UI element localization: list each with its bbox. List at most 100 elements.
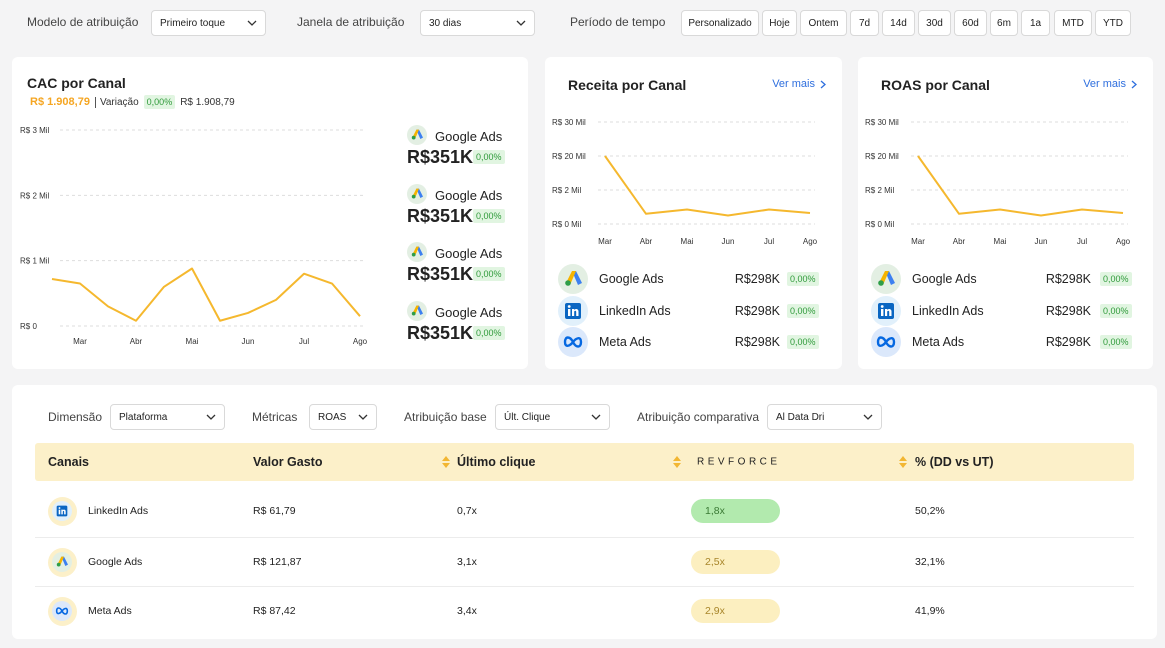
icon-glyph: [52, 501, 72, 521]
x-tick-label: Jul: [299, 337, 309, 346]
select-value: Plataforma: [119, 411, 168, 423]
x-tick-label: Abr: [640, 237, 653, 246]
icon-part: [411, 253, 416, 257]
channel-change: 0,00%: [473, 150, 505, 164]
column-header[interactable]: Último clique: [457, 455, 536, 469]
line-series: [917, 155, 1124, 217]
sort-up: [673, 456, 681, 461]
chevron-path: [863, 414, 873, 420]
channel-value: R$298K: [734, 335, 780, 349]
filter-label: Métricas: [252, 410, 298, 424]
channel-name: Google Ads: [435, 246, 503, 262]
select[interactable]: ROAS: [309, 404, 377, 430]
chevron-path: [591, 414, 601, 420]
chevron: [863, 414, 873, 420]
sort-down: [673, 463, 681, 468]
time-period-button[interactable]: YTD: [1095, 10, 1131, 36]
time-period-button[interactable]: Ontem: [800, 10, 847, 36]
cell: 41,9%: [915, 605, 945, 617]
channel-name: Meta Ads: [88, 605, 132, 617]
channel-change: 0,00%: [787, 335, 819, 349]
select[interactable]: Primeiro toque: [151, 10, 266, 36]
icon-part: [416, 188, 423, 198]
select[interactable]: Al Data Dri: [767, 404, 882, 430]
time-period-button[interactable]: 7d: [850, 10, 879, 36]
time-period-button[interactable]: 60d: [954, 10, 987, 36]
x-tick-label: Mar: [911, 237, 925, 246]
select-value: Al Data Dri: [776, 411, 825, 423]
time-period-button[interactable]: Personalizado: [681, 10, 759, 36]
time-period-button[interactable]: 14d: [882, 10, 915, 36]
y-tick-label: R$ 0 Mil: [552, 220, 582, 229]
icon-part: [411, 194, 416, 199]
sort-icon: [899, 456, 907, 468]
select[interactable]: Plataforma: [110, 404, 225, 430]
icon-part: [416, 247, 423, 257]
channel-name: Google Ads: [88, 556, 143, 568]
channel-change: 0,00%: [787, 303, 819, 318]
x-tick-label: Ago: [1116, 237, 1131, 246]
cell: 3,4x: [457, 605, 477, 617]
time-period-button[interactable]: 1a: [1021, 10, 1050, 36]
icon-part: [878, 280, 884, 286]
channel-name: LinkedIn Ads: [912, 303, 984, 318]
icon-glyph: [558, 327, 588, 357]
sort-down: [899, 463, 907, 468]
sort-down: [442, 463, 450, 468]
icon-glyph: [407, 301, 427, 322]
y-tick-label: R$ 2 Mil: [20, 191, 50, 200]
y-tick-label: R$ 20 Mil: [865, 152, 899, 161]
filter-label: Atribuição comparativa: [637, 410, 760, 424]
icon-bg: [407, 125, 427, 145]
channel-name: Meta Ads: [912, 335, 965, 349]
link-chevron: [820, 80, 826, 88]
revforce-pill: 2,5x: [691, 550, 780, 574]
see-more-link[interactable]: Ver mais: [772, 78, 826, 90]
channel-value: R$298K: [1045, 272, 1091, 286]
select-value: Primeiro toque: [160, 17, 226, 29]
channel-icon: [558, 264, 588, 294]
channel-icon: [558, 295, 588, 326]
icon-glyph: [558, 264, 588, 294]
icon-glyph: [871, 295, 901, 326]
chevron: [516, 20, 526, 26]
select[interactable]: Últ. Clique: [495, 404, 610, 430]
time-period-button[interactable]: Hoje: [762, 10, 797, 36]
x-tick-label: Jun: [1035, 237, 1048, 246]
channel-icon: [407, 183, 427, 204]
icon-glyph: [407, 242, 427, 263]
column-header[interactable]: % (DD vs UT): [915, 455, 994, 469]
channel-value: R$351K: [407, 147, 474, 167]
x-tick-label: Jul: [764, 237, 774, 246]
card-title: CAC por Canal: [27, 75, 126, 91]
column-header[interactable]: Valor Gasto: [253, 455, 323, 469]
cell: 50,2%: [915, 505, 945, 517]
y-tick-label: R$ 3 Mil: [20, 126, 50, 135]
link-text: Ver mais: [772, 78, 815, 90]
time-period-button[interactable]: 6m: [990, 10, 1018, 36]
select[interactable]: 30 dias: [420, 10, 535, 36]
cell: R$ 121,87: [253, 556, 302, 568]
select-value: Últ. Clique: [504, 411, 551, 423]
time-period-button[interactable]: MTD: [1054, 10, 1092, 36]
variation-label: Variação: [94, 96, 139, 108]
chevron: [247, 20, 257, 26]
channel-value: R$298K: [734, 272, 780, 286]
icon-bg: [871, 264, 901, 294]
icon-part: [61, 556, 68, 566]
roas-card: ROAS por Canal Ver mais Google Ads R$298K 0,…: [858, 57, 1153, 369]
icon-glyph: [558, 295, 588, 326]
channel-name: Meta Ads: [599, 335, 652, 349]
x-tick-label: Jun: [722, 237, 735, 246]
column-header[interactable]: REVFORCE: [697, 456, 781, 468]
y-tick-label: R$ 2 Mil: [865, 186, 895, 195]
icon-part: [61, 509, 66, 515]
channel-value: R$351K: [407, 264, 474, 285]
time-period-button[interactable]: 30d: [918, 10, 951, 36]
see-more-link[interactable]: Ver mais: [1083, 78, 1137, 90]
table-panel: Dimensão Plataforma Métricas ROAS Atribuição…: [12, 385, 1157, 639]
channel-change: 0,00%: [473, 267, 505, 282]
x-tick-label: Jun: [242, 337, 255, 346]
icon-part: [568, 308, 571, 316]
icon-part: [416, 305, 423, 316]
